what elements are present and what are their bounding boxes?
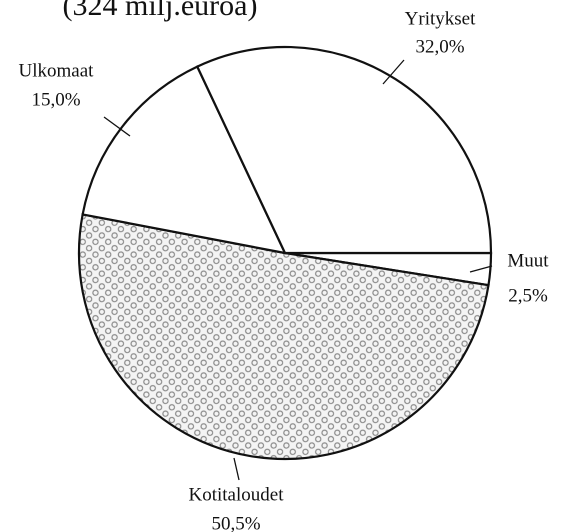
leader-line <box>233 457 240 481</box>
slice-value: 32,0% <box>415 36 464 57</box>
leader-line <box>469 265 493 273</box>
slice-value: 15,0% <box>31 89 80 110</box>
slice-value: 50,5% <box>211 513 260 532</box>
leader-line <box>382 59 405 85</box>
slice-label: Kotitaloudet <box>189 484 285 505</box>
slice-label: Muut <box>507 250 549 271</box>
pie-slice <box>77 213 490 461</box>
slice-label: Ulkomaat <box>19 60 95 81</box>
pie-slice <box>195 45 493 255</box>
leader-line <box>103 116 131 137</box>
chart-title: (324 milj.euroa) <box>63 0 258 22</box>
pie-slice <box>81 65 287 255</box>
slice-label: Yritykset <box>405 8 476 29</box>
slice-value: 2,5% <box>508 285 548 306</box>
